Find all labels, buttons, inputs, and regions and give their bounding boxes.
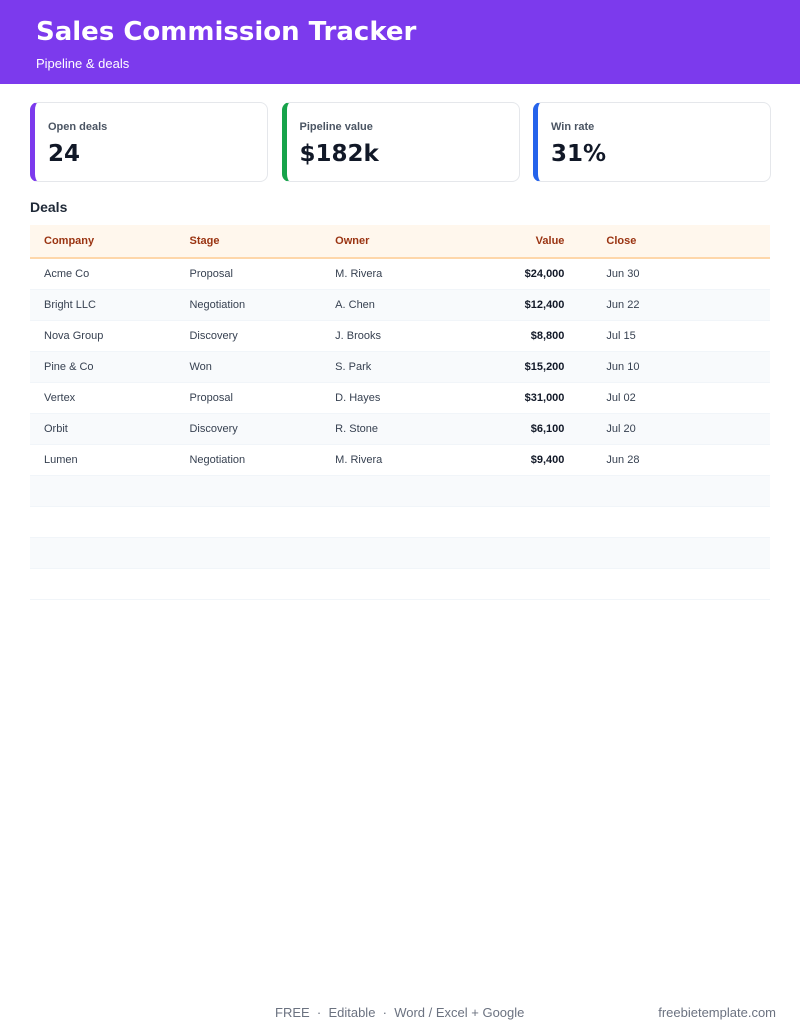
- table-cell: Jul 02: [592, 382, 770, 414]
- table-cell: $6,100: [466, 413, 593, 445]
- kpi-card: Win rate 31%: [533, 102, 771, 182]
- deals-table: Company Stage Owner Value Close Acme Co Propos…: [30, 225, 770, 600]
- table-row: Pine & Co Won S. Park $15,200 Jun 10: [30, 351, 770, 383]
- column-header: Owner: [321, 225, 467, 259]
- table-cell: $24,000: [466, 258, 593, 290]
- empty-row: [30, 506, 770, 538]
- kpi-card: Open deals 24: [30, 102, 268, 182]
- empty-cell: [30, 537, 176, 569]
- table-cell: Nova Group: [30, 320, 176, 352]
- empty-cell: [175, 475, 322, 507]
- table-cell: Pine & Co: [30, 351, 176, 383]
- kpi-label: Open deals: [48, 121, 108, 133]
- table-cell: Won: [175, 351, 322, 383]
- table-row: Nova Group Discovery J. Brooks $8,800 Jul 15: [30, 320, 770, 352]
- empty-cell: [30, 475, 176, 507]
- empty-cell: [321, 568, 467, 600]
- table-cell: A. Chen: [321, 289, 467, 321]
- empty-cell: [466, 537, 593, 569]
- table-cell: $9,400: [466, 444, 593, 476]
- table-cell: $12,400: [466, 289, 593, 321]
- empty-cell: [30, 568, 176, 600]
- table-cell: Lumen: [30, 444, 176, 476]
- footer-site: freebietemplate.com: [658, 1005, 776, 1020]
- empty-cell: [592, 568, 770, 600]
- title: Sales Commission Tracker: [36, 17, 417, 47]
- table-cell: $31,000: [466, 382, 593, 414]
- empty-row: [30, 568, 770, 600]
- table-row: Vertex Proposal D. Hayes $31,000 Jul 02: [30, 382, 770, 414]
- table-cell: J. Brooks: [321, 320, 467, 352]
- footer-tags: FREE · Editable · Word / Excel + Google: [275, 1005, 525, 1020]
- empty-cell: [466, 568, 593, 600]
- table-cell: M. Rivera: [321, 444, 467, 476]
- table-row: Acme Co Proposal M. Rivera $24,000 Jun 30: [30, 258, 770, 290]
- table-cell: S. Park: [321, 351, 467, 383]
- kpi-value: $182k: [299, 141, 379, 167]
- table-row: Orbit Discovery R. Stone $6,100 Jul 20: [30, 413, 770, 445]
- empty-cell: [30, 506, 176, 538]
- table-cell: Jun 30: [592, 258, 770, 290]
- table-cell: Acme Co: [30, 258, 176, 290]
- table-cell: Proposal: [175, 258, 322, 290]
- column-header: Value: [466, 225, 593, 259]
- empty-row: [30, 537, 770, 569]
- header-row: Company Stage Owner Value Close: [30, 225, 770, 259]
- kpi-card: Pipeline value $182k: [281, 102, 520, 182]
- empty-cell: [175, 537, 322, 569]
- table-row: Bright LLC Negotiation A. Chen $12,400 Jun 2…: [30, 289, 770, 321]
- kpi-value: 31%: [551, 141, 607, 167]
- table-cell: Jul 15: [592, 320, 770, 352]
- empty-cell: [592, 537, 770, 569]
- table-cell: Jun 10: [592, 351, 770, 383]
- table-cell: Jul 20: [592, 413, 770, 445]
- empty-row: [30, 475, 770, 507]
- table-cell: Negotiation: [175, 289, 322, 321]
- empty-cell: [466, 506, 593, 538]
- column-header: Close: [592, 225, 770, 259]
- column-header: Company: [30, 225, 176, 259]
- kpi-label: Win rate: [551, 121, 595, 133]
- header: Sales Commission Tracker Pipeline & deal…: [0, 0, 800, 84]
- kpi-label: Pipeline value: [299, 121, 373, 133]
- table-title: Deals: [30, 199, 68, 215]
- column-header: Stage: [175, 225, 322, 259]
- table-cell: Jun 28: [592, 444, 770, 476]
- kpi-value: 24: [48, 141, 81, 167]
- table-cell: Discovery: [175, 413, 322, 445]
- table-cell: Negotiation: [175, 444, 322, 476]
- table-cell: $15,200: [466, 351, 593, 383]
- empty-cell: [321, 506, 467, 538]
- table-cell: Vertex: [30, 382, 176, 414]
- table-row: Lumen Negotiation M. Rivera $9,400 Jun 28: [30, 444, 770, 476]
- empty-cell: [321, 537, 467, 569]
- empty-cell: [175, 568, 322, 600]
- table-cell: D. Hayes: [321, 382, 467, 414]
- empty-cell: [175, 506, 322, 538]
- table-cell: Jun 22: [592, 289, 770, 321]
- empty-cell: [592, 506, 770, 538]
- table-cell: $8,800: [466, 320, 593, 352]
- table-cell: M. Rivera: [321, 258, 467, 290]
- empty-cell: [592, 475, 770, 507]
- empty-cell: [466, 475, 593, 507]
- empty-cell: [321, 475, 467, 507]
- table-cell: Proposal: [175, 382, 322, 414]
- subtitle: Pipeline & deals: [36, 56, 130, 71]
- table-cell: Discovery: [175, 320, 322, 352]
- table-cell: R. Stone: [321, 413, 467, 445]
- table-cell: Bright LLC: [30, 289, 176, 321]
- table-cell: Orbit: [30, 413, 176, 445]
